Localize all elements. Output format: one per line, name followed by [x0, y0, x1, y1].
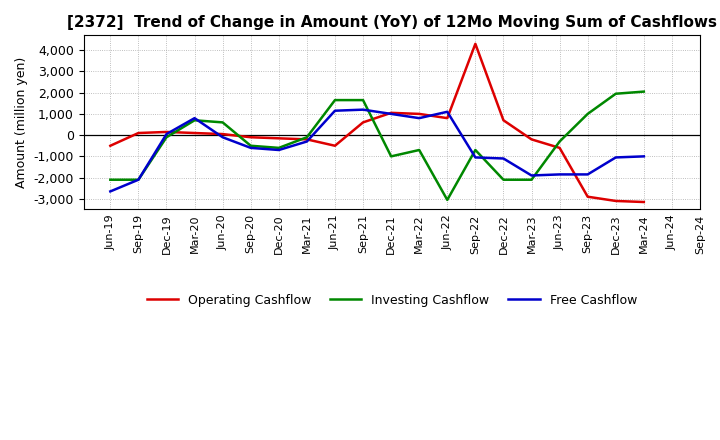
Operating Cashflow: [639, 199, 648, 205]
Operating Cashflow: [106, 143, 114, 148]
Operating Cashflow: [134, 130, 143, 136]
Investing Cashflow: [330, 97, 339, 103]
Investing Cashflow: [359, 97, 367, 103]
Free Cashflow: [611, 155, 620, 160]
Operating Cashflow: [246, 135, 255, 140]
Operating Cashflow: [302, 137, 311, 142]
Operating Cashflow: [555, 145, 564, 150]
Free Cashflow: [527, 173, 536, 178]
Operating Cashflow: [471, 41, 480, 47]
Investing Cashflow: [387, 154, 395, 159]
Line: Operating Cashflow: Operating Cashflow: [110, 44, 644, 202]
Free Cashflow: [387, 111, 395, 117]
Operating Cashflow: [415, 111, 423, 117]
Investing Cashflow: [471, 147, 480, 153]
Free Cashflow: [106, 189, 114, 194]
Legend: Operating Cashflow, Investing Cashflow, Free Cashflow: Operating Cashflow, Investing Cashflow, …: [142, 289, 642, 312]
Operating Cashflow: [162, 129, 171, 135]
Free Cashflow: [499, 156, 508, 161]
Investing Cashflow: [190, 117, 199, 123]
Operating Cashflow: [190, 130, 199, 136]
Free Cashflow: [359, 107, 367, 112]
Free Cashflow: [190, 116, 199, 121]
Y-axis label: Amount (million yen): Amount (million yen): [15, 57, 28, 188]
Line: Investing Cashflow: Investing Cashflow: [110, 92, 644, 200]
Free Cashflow: [134, 177, 143, 182]
Free Cashflow: [246, 145, 255, 150]
Free Cashflow: [443, 109, 451, 114]
Free Cashflow: [415, 116, 423, 121]
Operating Cashflow: [218, 132, 227, 137]
Free Cashflow: [302, 139, 311, 144]
Investing Cashflow: [162, 135, 171, 140]
Investing Cashflow: [555, 139, 564, 144]
Investing Cashflow: [302, 135, 311, 140]
Free Cashflow: [274, 147, 283, 153]
Free Cashflow: [639, 154, 648, 159]
Line: Free Cashflow: Free Cashflow: [110, 110, 644, 191]
Investing Cashflow: [134, 177, 143, 182]
Operating Cashflow: [387, 110, 395, 115]
Operating Cashflow: [443, 116, 451, 121]
Free Cashflow: [555, 172, 564, 177]
Operating Cashflow: [583, 194, 592, 199]
Free Cashflow: [218, 135, 227, 140]
Investing Cashflow: [443, 197, 451, 202]
Investing Cashflow: [639, 89, 648, 94]
Operating Cashflow: [274, 136, 283, 141]
Title: [2372]  Trend of Change in Amount (YoY) of 12Mo Moving Sum of Cashflows: [2372] Trend of Change in Amount (YoY) o…: [67, 15, 717, 30]
Investing Cashflow: [274, 145, 283, 150]
Investing Cashflow: [415, 147, 423, 153]
Investing Cashflow: [106, 177, 114, 182]
Operating Cashflow: [499, 117, 508, 123]
Investing Cashflow: [583, 111, 592, 117]
Investing Cashflow: [218, 120, 227, 125]
Free Cashflow: [162, 132, 171, 137]
Investing Cashflow: [611, 91, 620, 96]
Investing Cashflow: [499, 177, 508, 182]
Operating Cashflow: [330, 143, 339, 148]
Investing Cashflow: [527, 177, 536, 182]
Operating Cashflow: [611, 198, 620, 204]
Free Cashflow: [583, 172, 592, 177]
Operating Cashflow: [527, 137, 536, 142]
Investing Cashflow: [246, 143, 255, 148]
Free Cashflow: [471, 155, 480, 160]
Operating Cashflow: [359, 120, 367, 125]
Free Cashflow: [330, 108, 339, 114]
